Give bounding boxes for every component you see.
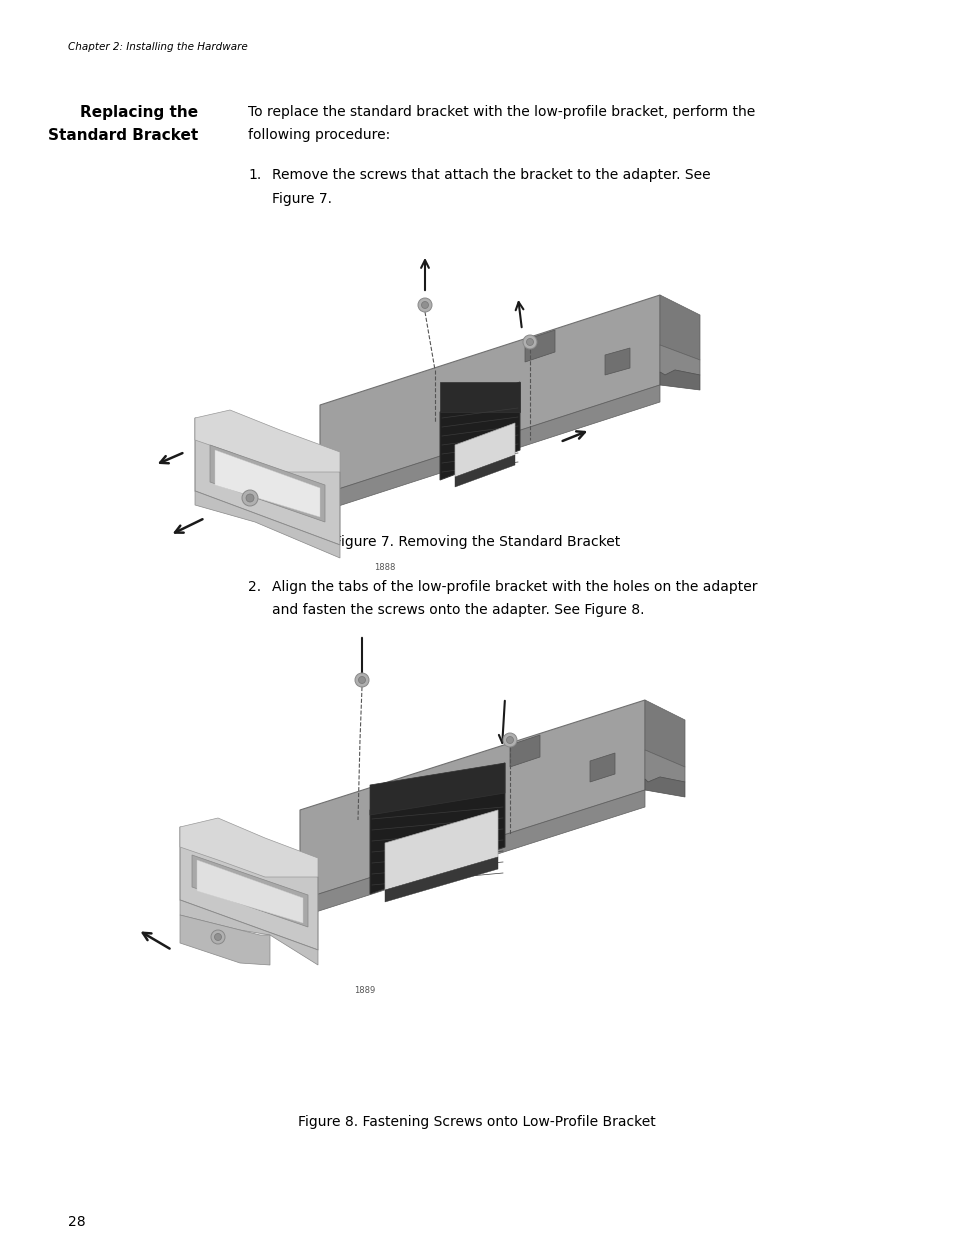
Polygon shape — [589, 753, 615, 782]
Polygon shape — [194, 410, 339, 472]
Circle shape — [355, 673, 369, 687]
Polygon shape — [299, 700, 644, 900]
Polygon shape — [659, 370, 700, 390]
Text: To replace the standard bracket with the low-profile bracket, perform the: To replace the standard bracket with the… — [248, 105, 755, 119]
Polygon shape — [455, 424, 515, 477]
Polygon shape — [180, 900, 317, 965]
Polygon shape — [194, 417, 339, 545]
Text: Chapter 2: Installing the Hardware: Chapter 2: Installing the Hardware — [68, 42, 248, 52]
Circle shape — [358, 677, 365, 683]
Polygon shape — [510, 735, 539, 767]
Text: Remove the screws that attach the bracket to the adapter. See: Remove the screws that attach the bracke… — [272, 168, 710, 182]
Polygon shape — [659, 295, 700, 359]
Circle shape — [214, 934, 221, 941]
Polygon shape — [180, 818, 317, 877]
Polygon shape — [299, 790, 644, 918]
Text: 1888: 1888 — [374, 563, 395, 572]
Circle shape — [417, 298, 432, 312]
Polygon shape — [385, 810, 497, 890]
Polygon shape — [370, 763, 504, 815]
Polygon shape — [604, 348, 629, 375]
Polygon shape — [194, 492, 339, 558]
Polygon shape — [524, 330, 555, 362]
Polygon shape — [180, 827, 317, 950]
Circle shape — [246, 494, 253, 501]
Circle shape — [522, 335, 537, 350]
Polygon shape — [439, 382, 519, 412]
Circle shape — [242, 490, 257, 506]
Polygon shape — [214, 450, 319, 517]
Polygon shape — [180, 915, 270, 965]
Text: Figure 7. Removing the Standard Bracket: Figure 7. Removing the Standard Bracket — [334, 535, 619, 550]
Polygon shape — [210, 445, 325, 522]
Text: Figure 8. Fastening Screws onto Low-Profile Bracket: Figure 8. Fastening Screws onto Low-Prof… — [297, 1115, 656, 1129]
Circle shape — [421, 301, 428, 309]
Text: 2.: 2. — [248, 580, 261, 594]
Text: Replacing the: Replacing the — [80, 105, 198, 120]
Polygon shape — [370, 763, 504, 894]
Polygon shape — [319, 295, 659, 495]
Polygon shape — [439, 382, 519, 480]
Text: 28: 28 — [68, 1215, 86, 1229]
Polygon shape — [385, 857, 497, 902]
Circle shape — [211, 930, 225, 944]
Polygon shape — [319, 385, 659, 513]
Text: and fasten the screws onto the adapter. See Figure 8.: and fasten the screws onto the adapter. … — [272, 603, 644, 618]
Polygon shape — [196, 860, 303, 923]
Polygon shape — [644, 700, 684, 767]
Circle shape — [502, 734, 517, 747]
Text: 1889: 1889 — [354, 986, 375, 995]
Polygon shape — [192, 855, 308, 927]
Text: Standard Bracket: Standard Bracket — [48, 128, 198, 143]
Circle shape — [506, 736, 513, 743]
Text: Align the tabs of the low-profile bracket with the holes on the adapter: Align the tabs of the low-profile bracke… — [272, 580, 757, 594]
Polygon shape — [455, 454, 515, 487]
Polygon shape — [644, 750, 684, 782]
Text: following procedure:: following procedure: — [248, 128, 390, 142]
Circle shape — [526, 338, 533, 346]
Polygon shape — [659, 345, 700, 375]
Polygon shape — [644, 777, 684, 797]
Text: Figure 7.: Figure 7. — [272, 191, 332, 206]
Text: 1.: 1. — [248, 168, 261, 182]
